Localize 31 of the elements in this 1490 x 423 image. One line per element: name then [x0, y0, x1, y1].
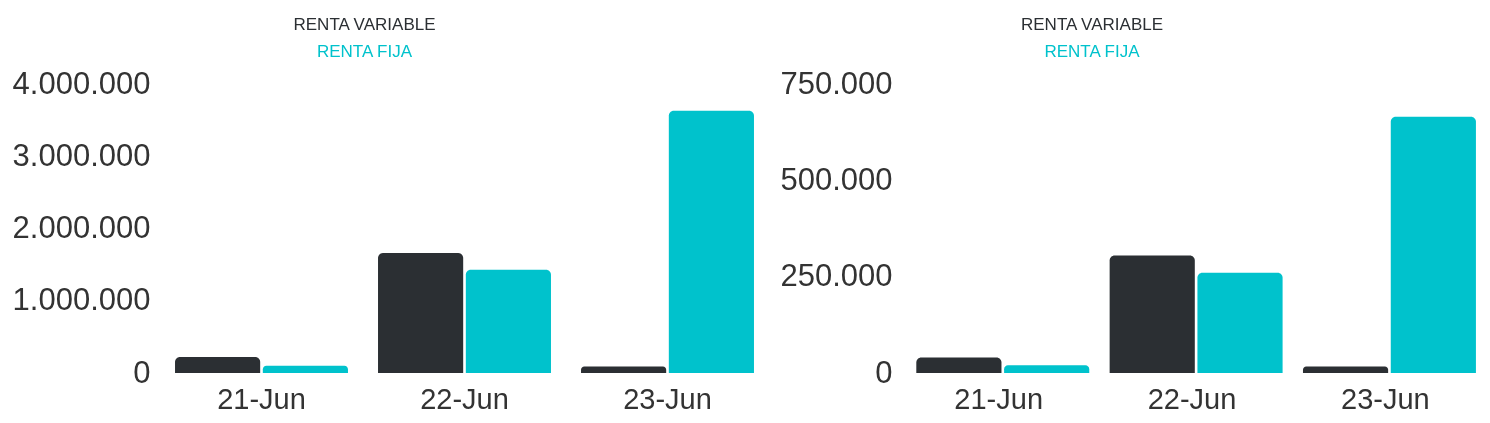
bar [1390, 116, 1476, 373]
bar [262, 365, 348, 373]
bar [581, 366, 667, 373]
bar [1197, 272, 1283, 373]
bar [668, 110, 754, 373]
bar [175, 357, 261, 373]
bar [378, 253, 464, 373]
bar [1004, 365, 1090, 373]
text: RENTA VARIABLE [293, 15, 436, 34]
y-tick-label: 4.000.000 [12, 65, 151, 101]
bar [916, 357, 1002, 373]
text: RENTA FIJA [1044, 42, 1141, 61]
x-tick-label: 23-Jun [623, 382, 712, 415]
x-tick-label: 22-Jun [1147, 382, 1237, 415]
x-tick-label: 21-Jun [954, 382, 1043, 415]
y-tick-label: 3.000.000 [12, 137, 151, 173]
x-tick-label: 21-Jun [217, 382, 306, 415]
x-tick-label: 22-Jun [420, 382, 509, 415]
y-tick-label: 0 [133, 354, 151, 390]
bar [1109, 255, 1195, 373]
bar [465, 269, 551, 373]
x-tick-label: 23-Jun [1341, 382, 1430, 415]
y-tick-label: 750.000 [780, 65, 893, 101]
y-tick-label: 500.000 [780, 161, 893, 197]
y-tick-label: 2.000.000 [12, 210, 151, 245]
y-tick-label: 1.000.000 [12, 282, 151, 318]
text: RENTA FIJA [316, 42, 413, 61]
y-tick-label: 250.000 [780, 258, 893, 294]
text: RENTA VARIABLE [1020, 15, 1164, 34]
y-tick-label: 0 [875, 354, 893, 390]
bar [1302, 366, 1389, 373]
